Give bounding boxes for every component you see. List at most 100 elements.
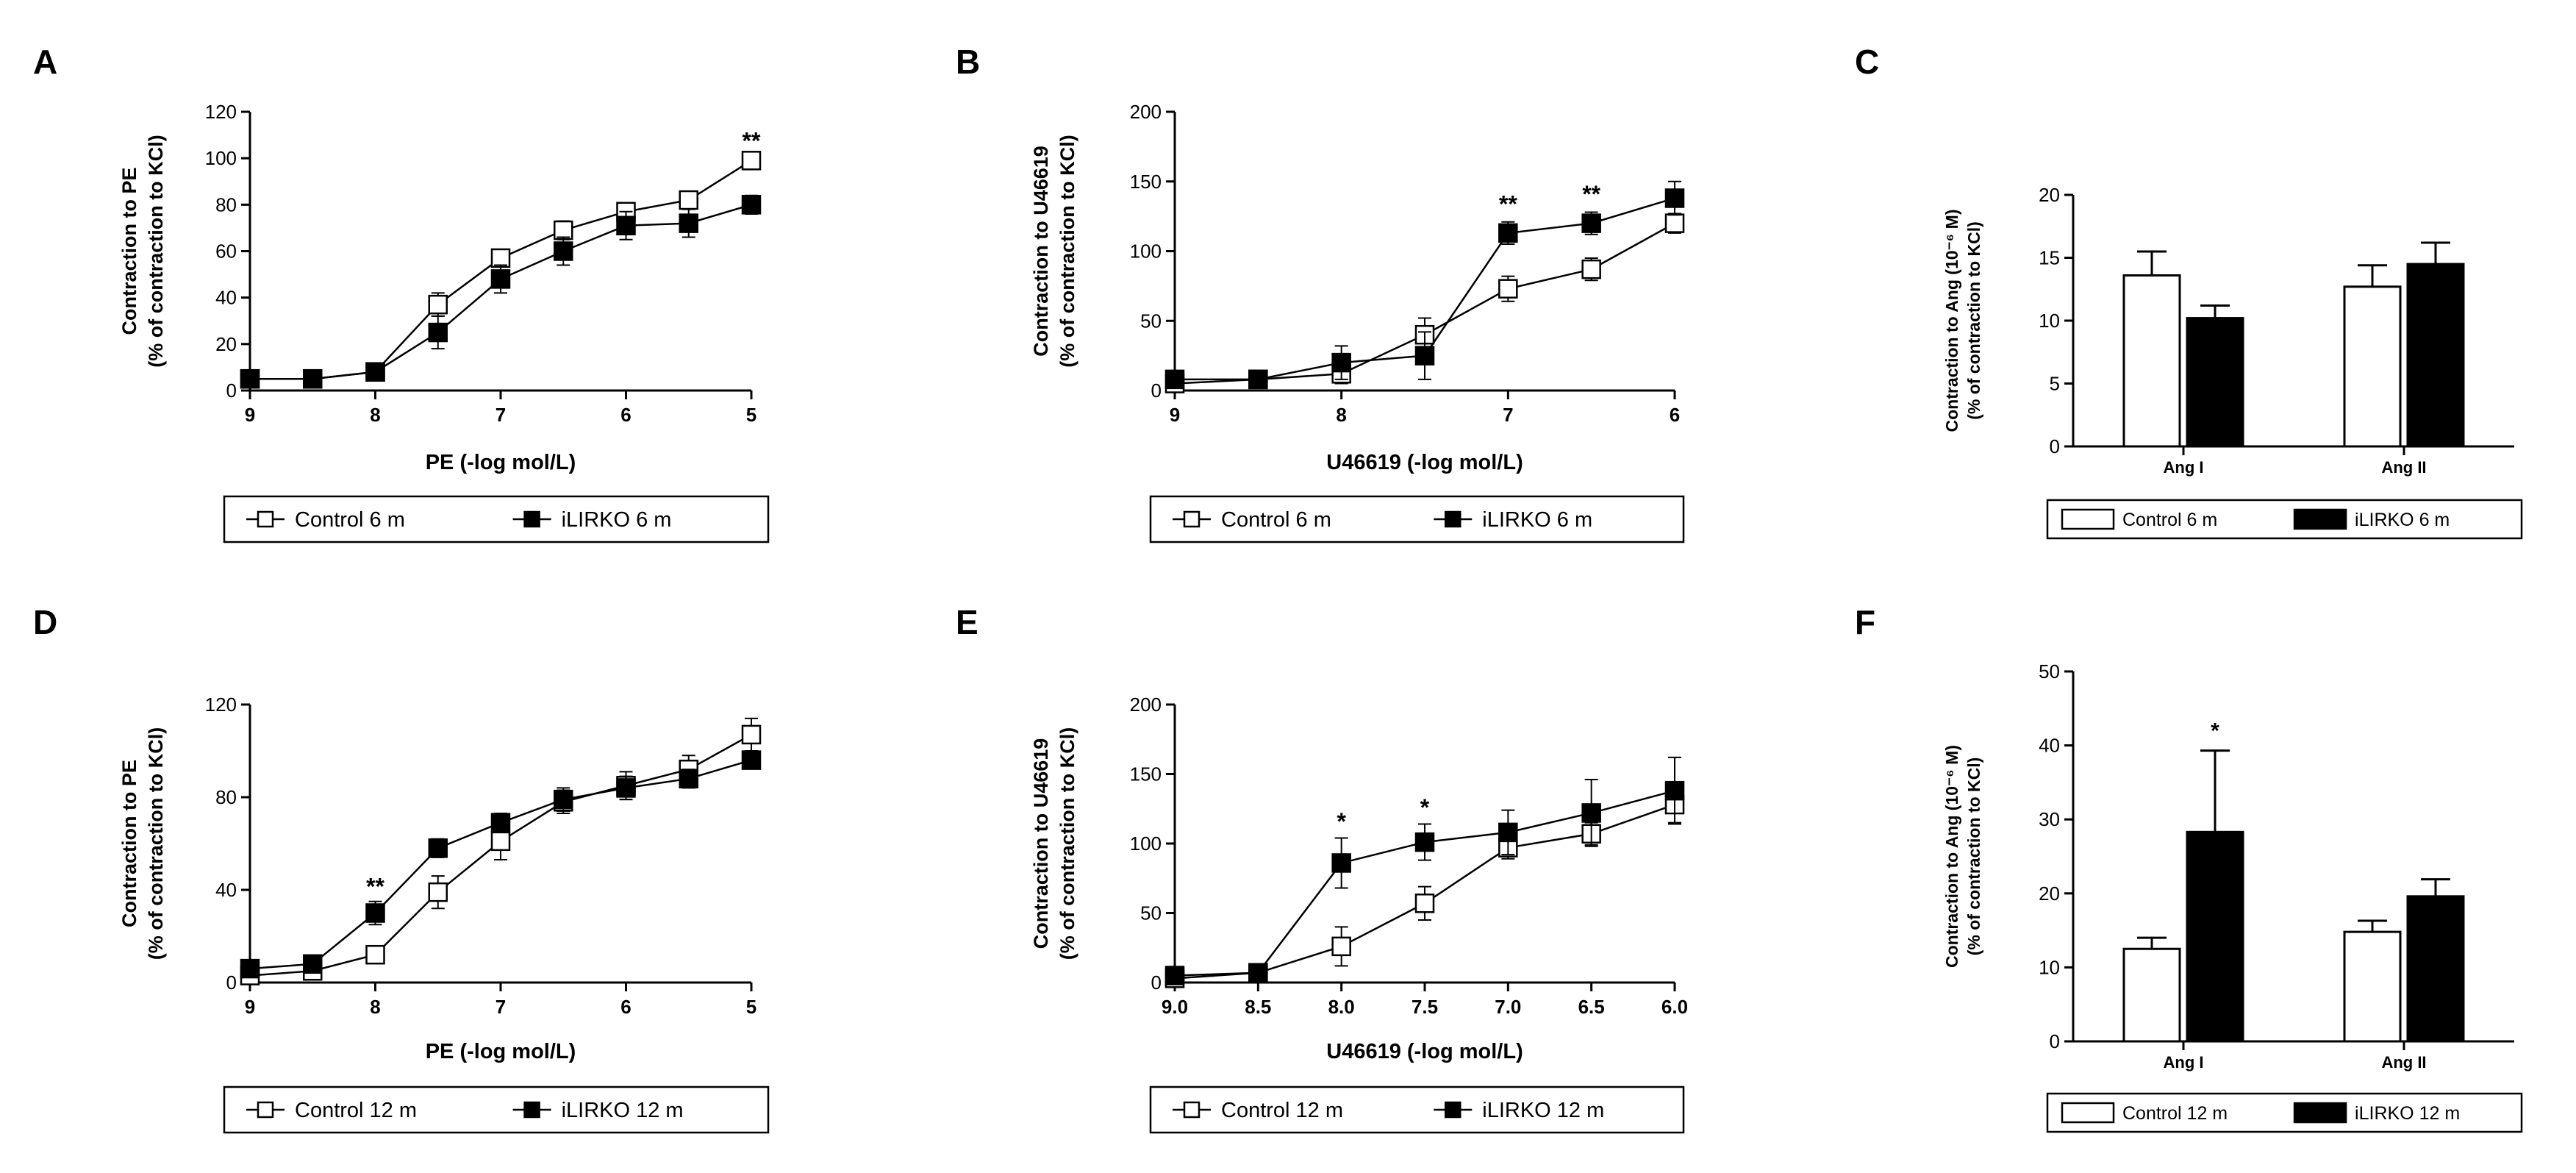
x-tick-label: 5 — [746, 404, 756, 426]
legend-label: iLIRKO 12 m — [2355, 1103, 2460, 1124]
y-tick-label: 100 — [1130, 240, 1162, 263]
bar-group — [2343, 264, 2402, 448]
y-axis-title-line: (% of contraction to KCl) — [145, 727, 167, 960]
data-point — [240, 368, 260, 389]
y-axis-title-line: Contraction to Ang (10⁻⁶ M) — [1942, 745, 1961, 968]
data-point — [365, 944, 385, 965]
legend: Control 12 m iLIRKO 12 m — [1149, 1085, 1685, 1134]
y-tick-label: 80 — [215, 786, 237, 808]
significance-marker: ** — [366, 873, 384, 899]
significance-marker: ** — [1499, 190, 1517, 217]
y-tick-label: 0 — [1151, 971, 1162, 994]
legend: Control 6 m iLIRKO 6 m — [1149, 495, 1685, 543]
panel-A: A 0 20 40 60 80 100 120 Contraction to PE (% of c… — [33, 43, 770, 543]
data-point — [741, 724, 762, 745]
y-tick-label: 100 — [1130, 832, 1162, 855]
x-axis-title: U46619 (-log mol/L) — [1326, 1040, 1523, 1063]
y-axis-title-line: (% of contraction to KCl) — [1964, 757, 1983, 956]
significance-marker: * — [1420, 794, 1430, 821]
y-tick-label: 50 — [2039, 660, 2060, 682]
legend-label: iLIRKO 6 m — [2355, 510, 2450, 530]
y-tick-label: 20 — [2039, 184, 2060, 206]
y-tick-label: 50 — [1140, 902, 1162, 924]
x-tick-label: 6 — [1670, 404, 1680, 426]
legend-box — [223, 495, 770, 543]
series-filled — [1164, 756, 1685, 985]
data-point — [303, 954, 323, 974]
data-point — [490, 831, 511, 852]
panel-label: F — [1855, 603, 1875, 641]
y-tick-label: 120 — [205, 101, 237, 123]
legend-box — [1149, 495, 1685, 543]
y-axis-title-line: (% of contraction to KCl) — [1964, 221, 1983, 420]
panel-label: A — [33, 43, 57, 81]
x-tick-label: 9 — [245, 996, 255, 1018]
y-tick-label: 30 — [2039, 808, 2060, 830]
data-point — [365, 362, 385, 382]
y-tick-label: 200 — [1130, 101, 1162, 123]
bar — [2406, 263, 2465, 448]
y-axis-title-line: Contraction to U46619 — [1030, 738, 1052, 949]
legend-box — [1149, 1085, 1685, 1134]
y-tick-label: 0 — [2050, 435, 2060, 457]
y-axis-title: Contraction to Ang (10⁻⁶ M) (% of contrac… — [1942, 210, 1983, 432]
legend-label: iLIRKO 6 m — [1482, 508, 1592, 532]
significance-marker: * — [1337, 808, 1346, 835]
bar — [2406, 895, 2465, 1043]
y-tick-label: 150 — [1130, 763, 1162, 785]
x-tick-label: 5 — [746, 996, 756, 1018]
legend-item: Control 12 m — [1173, 1099, 1343, 1122]
data-point — [1248, 369, 1268, 390]
data-point — [428, 882, 448, 902]
data-point — [1498, 223, 1518, 243]
legend-swatch — [2293, 1102, 2347, 1124]
legend-marker — [1445, 510, 1461, 528]
x-tick-label: 6.5 — [1578, 996, 1605, 1018]
legend-marker — [523, 1101, 540, 1119]
y-tick-label: 5 — [2050, 373, 2060, 395]
y-axis-title: Contraction to U46619 (% of contraction t… — [1030, 727, 1078, 960]
data-point — [490, 269, 511, 289]
series-line — [249, 759, 752, 970]
x-tick-label: 7 — [1503, 404, 1513, 426]
data-point — [679, 769, 698, 789]
data-point — [741, 750, 762, 770]
y-tick-label: 10 — [2039, 956, 2060, 978]
series-filled — [240, 750, 762, 979]
y-tick-label: 60 — [215, 240, 237, 263]
legend-swatch — [2061, 508, 2115, 530]
data-point — [616, 215, 636, 236]
legend-label: Control 6 m — [2122, 510, 2217, 530]
legend-box — [223, 1085, 770, 1134]
y-axis-title: Contraction to Ang (10⁻⁶ M) (% of contrac… — [1942, 745, 1983, 968]
y-axis-title-line: (% of contraction to KCl) — [1056, 135, 1078, 367]
bar — [2343, 930, 2402, 1043]
x-axis-title: U46619 (-log mol/L) — [1326, 451, 1523, 474]
legend-item: Control 6 m — [246, 508, 405, 532]
bar — [2186, 317, 2244, 448]
data-point — [554, 241, 573, 261]
y-tick-label: 0 — [2050, 1030, 2060, 1052]
x-tick-label: 7 — [495, 404, 506, 426]
data-point — [679, 190, 698, 210]
bar — [2343, 285, 2402, 448]
panel-label: C — [1855, 43, 1879, 81]
legend-marker — [1183, 1101, 1201, 1119]
data-point — [1664, 780, 1685, 801]
legend: Control 12 m iLIRKO 12 m — [2046, 1092, 2523, 1133]
legend-box — [2046, 499, 2523, 540]
x-tick-label: 8 — [370, 996, 380, 1018]
y-tick-label: 50 — [1140, 310, 1162, 332]
bar — [2122, 274, 2181, 448]
x-tick-label: 8 — [370, 404, 380, 426]
y-axis-title-line: Contraction to PE — [118, 168, 140, 335]
bar-group — [2122, 936, 2181, 1043]
data-point — [554, 789, 573, 810]
x-tick-label: 9 — [245, 404, 255, 426]
y-axis-title-line: Contraction to U46619 — [1030, 146, 1052, 357]
legend-label: Control 12 m — [1221, 1099, 1343, 1122]
legend: Control 12 m iLIRKO 12 m — [223, 1085, 770, 1134]
legend: Control 6 m iLIRKO 6 m — [2046, 499, 2523, 540]
y-tick-label: 40 — [215, 879, 237, 901]
